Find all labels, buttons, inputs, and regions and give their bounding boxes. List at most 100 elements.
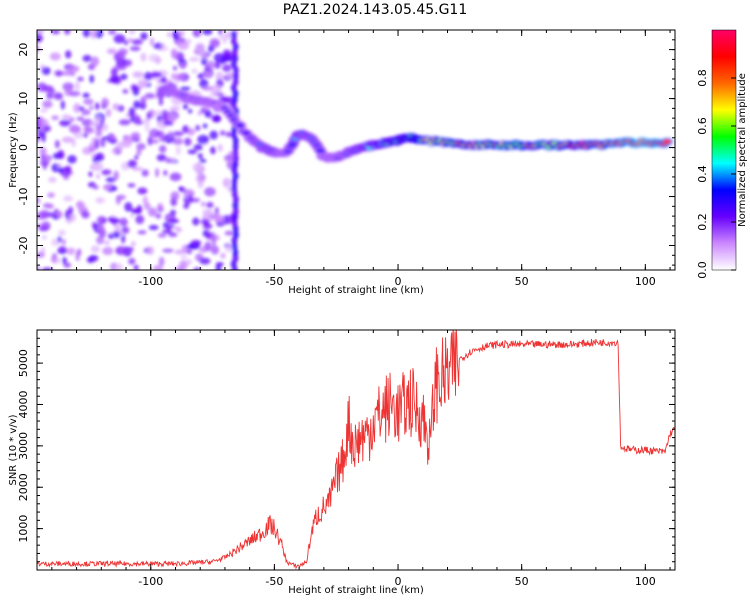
spectrogram-noise-blob — [175, 145, 181, 156]
spectrogram-noise-blob — [170, 72, 177, 80]
spectrogram-noise-blob — [158, 145, 167, 153]
spectrogram-streak — [232, 72, 239, 81]
spectrogram-noise-blob — [202, 123, 208, 129]
spectrogram-noise-blob — [197, 134, 210, 145]
spectrogram-noise-blob — [158, 134, 167, 142]
spectrogram-noise-blob — [60, 100, 66, 110]
spectrogram-noise-blob — [121, 138, 133, 148]
spectrogram-noise-blob — [114, 262, 123, 270]
spectrogram-streak — [232, 160, 239, 169]
snr-xtick-label: 100 — [635, 575, 656, 588]
spectrogram-streak — [232, 201, 239, 210]
spectrogram-noise-blob — [148, 224, 159, 231]
spectrogram-noise-blob — [192, 217, 200, 226]
spectrogram-noise-blob — [220, 252, 226, 259]
spectrogram-noise-blob — [179, 86, 191, 91]
spectrogram-xlabel: Height of straight line (km) — [288, 285, 424, 296]
spectrogram-noise-blob — [200, 218, 210, 225]
spectrogram-noise-blob — [69, 117, 75, 122]
spectrogram-noise-blob — [150, 71, 163, 78]
spectrogram-noise-blob — [182, 103, 189, 110]
spectrogram-ylabel: Frequency (Hz) — [8, 112, 19, 188]
spectrogram-noise-blob — [146, 246, 155, 255]
spectrogram-noise-blob — [39, 146, 47, 156]
spectrogram-streak — [232, 77, 239, 86]
spectrogram-noise-blob — [146, 112, 152, 120]
spectrogram-noise-blob — [90, 30, 97, 39]
spectrogram-noise-blob — [206, 201, 214, 209]
spectrogram-noise-blob — [68, 90, 81, 97]
spectrogram-noise-blob — [51, 30, 61, 35]
spectrogram-noise-blob — [102, 123, 109, 132]
spectrogram-noise-blob — [153, 264, 164, 270]
spectrogram-noise-blob — [61, 114, 72, 120]
spectrogram-noise-blob — [121, 234, 126, 244]
spectrogram-noise-blob — [101, 97, 109, 108]
spectrogram-noise-blob — [115, 62, 127, 71]
spectrogram-noise-blob — [76, 116, 84, 121]
spectrogram-noise-blob — [83, 98, 94, 105]
spectrogram-noise-blob — [107, 216, 114, 222]
spectrogram-noise-blob — [203, 71, 213, 79]
spectrogram-noise-blob — [128, 107, 136, 117]
spectrogram-noise-blob — [49, 52, 61, 61]
spectrogram-noise-blob — [127, 159, 138, 169]
spectrogram-noise-blob — [158, 96, 164, 106]
spectrogram-noise-blob — [84, 109, 91, 116]
spectrogram-noise-blob — [113, 170, 119, 181]
snr-ytick-label: 4000 — [17, 390, 30, 418]
spectrogram-noise-blob — [183, 203, 190, 209]
spectrogram-noise-blob — [82, 92, 90, 99]
spectrogram-noise-blob — [89, 120, 100, 127]
spectrogram-noise-blob — [141, 81, 148, 88]
spectrogram-noise-blob — [120, 73, 128, 80]
spectrogram-noise-blob — [137, 187, 148, 195]
spectrogram-noise-blob — [140, 52, 147, 62]
spectrogram-noise-blob — [43, 125, 52, 132]
spectrogram-noise-blob — [207, 45, 215, 53]
spectrogram-noise-blob — [163, 121, 174, 126]
spectrogram-noise-blob — [202, 223, 213, 230]
spectrogram-ytick-label: 10 — [17, 92, 30, 106]
spectrogram-streak — [231, 183, 238, 192]
spectrogram-noise-blob — [193, 144, 203, 151]
snr-ytick-label: 1000 — [17, 515, 30, 543]
spectrogram-noise-blob — [51, 115, 59, 121]
spectrogram-noise-blob — [94, 116, 102, 122]
spectrogram-noise-blob — [84, 126, 95, 134]
spectrogram-noise-blob — [57, 245, 67, 254]
spectrogram-noise-blob — [186, 249, 193, 254]
colorbar-tick-label: 0.0 — [696, 261, 709, 279]
spectrogram-noise-blob — [155, 213, 162, 219]
spectrogram-noise-blob — [218, 30, 223, 36]
spectrogram-ytick-label: 20 — [17, 43, 30, 57]
spectrogram-noise-blob — [176, 227, 182, 233]
snr-ytick-label: 2000 — [17, 473, 30, 501]
colorbar-tick-label: 0.6 — [696, 117, 709, 135]
spectrogram-noise-blob — [123, 40, 129, 46]
spectrogram-noise-blob — [88, 171, 93, 177]
spectrogram-noise-blob — [170, 191, 180, 201]
spectrogram-noise-blob — [95, 127, 103, 137]
spectrogram-noise-blob — [168, 232, 178, 238]
spectrogram-noise-blob — [177, 40, 190, 51]
spectrogram-noise-blob — [122, 89, 129, 94]
spectrogram-noise-blob — [131, 208, 138, 213]
snr-xtick-label: 0 — [395, 575, 402, 588]
spectrogram-noise-blob — [102, 246, 114, 256]
spectrogram-noise-blob — [133, 100, 141, 109]
spectrogram-noise-blob — [92, 185, 99, 190]
spectrogram-noise-blob — [219, 130, 226, 136]
spectrogram-noise-blob — [103, 240, 110, 245]
spectrogram-noise-blob — [202, 209, 214, 215]
spectrogram-noise-blob — [144, 92, 156, 99]
spectrogram-noise-blob — [192, 162, 203, 172]
spectrogram-noise-blob — [82, 30, 91, 38]
spectrogram-noise-blob — [39, 209, 50, 220]
spectrogram-streak — [231, 218, 238, 227]
spectrogram-streak — [232, 254, 239, 263]
spectrogram-ytick-label: -20 — [17, 237, 30, 255]
spectrogram-noise-blob — [209, 130, 218, 140]
spectrogram-noise-blob — [128, 30, 136, 35]
spectrogram-streak — [231, 189, 238, 198]
